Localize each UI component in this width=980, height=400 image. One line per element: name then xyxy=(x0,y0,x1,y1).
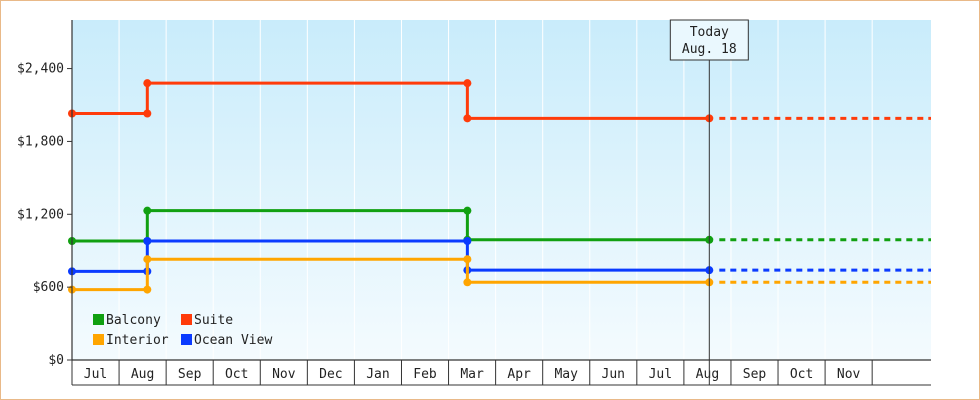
x-tick-label: Dec xyxy=(319,367,342,382)
legend-swatch xyxy=(93,334,104,345)
x-tick-label: Mar xyxy=(460,367,484,382)
data-point xyxy=(143,255,152,264)
today-label-box xyxy=(669,19,749,61)
today-marker: Today Aug. 18 xyxy=(669,19,749,385)
today-label-line2: Aug. 18 xyxy=(682,42,737,57)
x-tick-label: Jul xyxy=(84,367,107,382)
data-point xyxy=(463,206,472,215)
x-tick-label: Nov xyxy=(272,367,296,382)
legend-label: Ocean View xyxy=(194,333,272,348)
x-tick-label: Jun xyxy=(602,367,625,382)
x-tick-label: Oct xyxy=(225,367,248,382)
today-label-line1: Today xyxy=(690,25,729,40)
x-tick-label: Jan xyxy=(366,367,389,382)
x-tick-label: Aug xyxy=(131,367,154,382)
x-tick-label: Oct xyxy=(790,367,813,382)
data-point xyxy=(143,285,152,294)
y-tick-label: $1,200 xyxy=(17,207,64,222)
y-tick-label: $2,400 xyxy=(17,62,64,77)
data-point xyxy=(463,255,472,264)
series-line xyxy=(72,209,710,243)
legend-swatch xyxy=(93,314,104,325)
legend: Balcony Suite Interior Ocean View xyxy=(93,313,272,348)
legend-label: Suite xyxy=(194,313,233,328)
x-tick-label: Aug xyxy=(696,367,719,382)
x-axis: Jul Aug Sep Oct Nov Dec Jan Feb Mar Apr May Jun Jul A… xyxy=(71,360,931,386)
x-tick-label: Sep xyxy=(743,367,767,382)
x-tick-label: May xyxy=(554,367,578,382)
x-tick-label: Feb xyxy=(413,367,437,382)
legend-swatch xyxy=(181,314,192,325)
series-line xyxy=(72,239,710,273)
x-tick-label: Apr xyxy=(507,367,531,382)
plot-area xyxy=(72,20,931,360)
data-point xyxy=(143,109,152,118)
x-tick-label: Nov xyxy=(837,367,861,382)
data-point xyxy=(463,79,472,88)
axes xyxy=(71,20,931,361)
series-line xyxy=(72,257,710,292)
series-layer xyxy=(68,79,931,294)
legend-swatch xyxy=(181,334,192,345)
legend-label: Balcony xyxy=(106,313,161,328)
y-axis: $0 $600 $1,200 $1,800 $2,400 xyxy=(17,62,72,368)
data-point xyxy=(143,79,152,88)
data-point xyxy=(463,237,472,245)
vertical-gridlines xyxy=(118,20,873,360)
y-tick-label: $1,800 xyxy=(17,134,64,149)
series-line xyxy=(72,81,710,120)
data-point xyxy=(463,278,472,287)
x-tick-label: Sep xyxy=(178,367,202,382)
legend-label: Interior xyxy=(106,333,169,348)
data-point xyxy=(143,237,152,245)
y-tick-label: $600 xyxy=(33,280,64,295)
y-tick-label: $0 xyxy=(48,353,64,368)
data-point xyxy=(143,206,152,215)
x-tick-label: Jul xyxy=(649,367,672,382)
data-point xyxy=(463,114,472,123)
